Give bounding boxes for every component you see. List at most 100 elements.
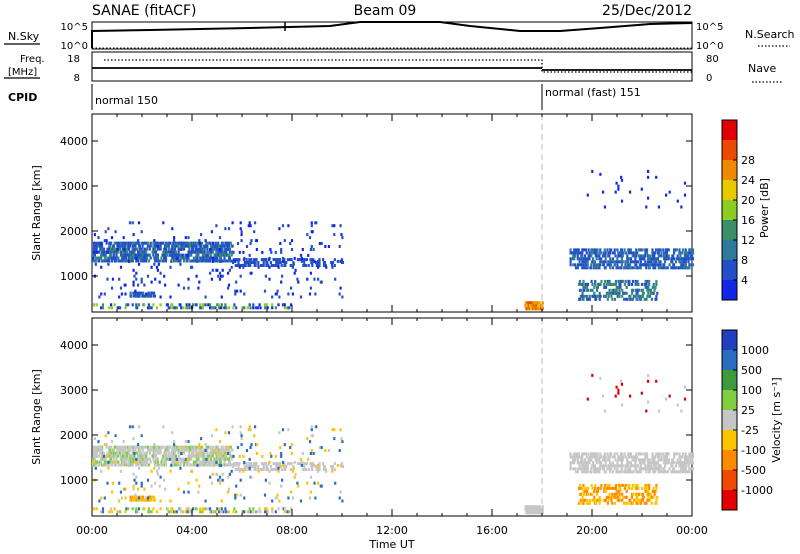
range-time-cell [631, 297, 635, 301]
range-time-cell [687, 260, 690, 264]
range-time-cell [338, 496, 341, 500]
range-time-cell [128, 259, 131, 263]
range-time-cell [604, 279, 607, 283]
range-time-cell [640, 187, 643, 191]
range-time-cell [119, 469, 123, 473]
range-time-cell [137, 250, 141, 254]
range-time-cell [603, 254, 606, 258]
range-time-cell [647, 379, 650, 383]
range-time-cell [164, 241, 168, 245]
range-time-cell [209, 241, 212, 245]
range-time-cell [150, 280, 153, 284]
range-time-cell [252, 306, 255, 310]
range-time-cell [140, 247, 143, 251]
range-time-cell [213, 451, 216, 455]
range-time-cell [240, 437, 243, 441]
range-time-cell [244, 264, 247, 267]
range-time-cell [159, 448, 162, 452]
range-time-cell [613, 251, 616, 255]
range-time-cell [228, 247, 231, 251]
range-time-cell [643, 248, 646, 252]
range-time-cell [249, 510, 252, 514]
range-time-cell [657, 409, 660, 413]
range-time-cell [234, 462, 237, 466]
range-time-cell [636, 495, 639, 499]
range-time-cell [146, 457, 149, 461]
range-time-cell [133, 248, 136, 251]
range-time-cell [246, 261, 249, 264]
range-time-cell [311, 230, 314, 234]
range-time-cell [623, 248, 626, 252]
range-time-cell [584, 470, 587, 474]
range-time-cell [339, 428, 342, 432]
range-time-cell [684, 254, 687, 258]
range-time-cell [198, 244, 201, 248]
range-time-cell [535, 505, 538, 509]
range-time-cell [187, 236, 190, 240]
range-time-cell [581, 486, 584, 490]
range-time-cell [206, 451, 209, 455]
range-time-cell [100, 469, 103, 473]
range-time-cell [253, 230, 256, 234]
range-time-cell [159, 244, 162, 248]
range-time-cell [174, 244, 177, 248]
range-time-cell [110, 236, 114, 240]
range-time-cell [604, 498, 608, 502]
range-time-cell [593, 260, 596, 264]
range-time-cell [594, 254, 597, 258]
range-time-cell [131, 303, 134, 307]
range-time-cell [218, 271, 222, 275]
range-time-cell [256, 510, 259, 514]
range-time-cell [681, 251, 684, 255]
range-time-cell [104, 457, 107, 461]
range-time-cell [628, 486, 631, 490]
range-time-cell [154, 247, 157, 251]
range-time-cell [117, 460, 120, 464]
range-time-cell [663, 257, 666, 261]
range-time-cell [140, 434, 143, 438]
range-time-cell [636, 455, 639, 459]
colorbar-tick-label: 500 [741, 364, 762, 377]
range-time-cell [309, 248, 312, 251]
range-time-cell [641, 498, 644, 502]
range-time-cell [650, 501, 653, 505]
range-time-cell [201, 460, 204, 464]
range-time-cell [106, 250, 109, 254]
range-time-cell [132, 472, 135, 476]
range-time-cell [133, 445, 136, 449]
range-time-cell [265, 468, 268, 471]
range-time-cell [608, 483, 611, 487]
range-time-cell [318, 446, 321, 449]
range-time-cell [280, 468, 283, 471]
y-tick-label: 1000 [60, 474, 88, 487]
range-time-cell [310, 224, 313, 228]
range-time-cell [639, 467, 642, 471]
range-time-cell [604, 285, 608, 289]
range-time-cell [137, 425, 141, 429]
range-time-cell [619, 282, 622, 286]
range-time-cell [631, 458, 634, 462]
range-time-cell [298, 462, 301, 466]
range-time-cell [327, 449, 330, 452]
range-time-cell [611, 492, 614, 496]
range-time-cell [635, 263, 638, 267]
range-time-cell [615, 266, 618, 270]
range-time-cell [174, 250, 177, 254]
range-time-cell [188, 451, 191, 455]
range-time-cell [216, 268, 219, 272]
range-time-cell [210, 434, 213, 438]
range-time-cell [232, 306, 235, 310]
range-time-cell [657, 467, 660, 471]
range-time-cell [331, 428, 334, 432]
range-time-cell [216, 472, 219, 476]
range-time-cell [117, 306, 120, 310]
range-time-cell [586, 492, 590, 496]
range-time-cell [112, 253, 115, 257]
range-time-cell [95, 451, 98, 455]
range-time-cell [281, 259, 285, 263]
range-time-cell [137, 221, 141, 225]
range-time-cell [602, 190, 605, 194]
range-time-cell [642, 254, 645, 258]
range-time-cell [541, 304, 544, 308]
range-time-cell [531, 304, 534, 308]
